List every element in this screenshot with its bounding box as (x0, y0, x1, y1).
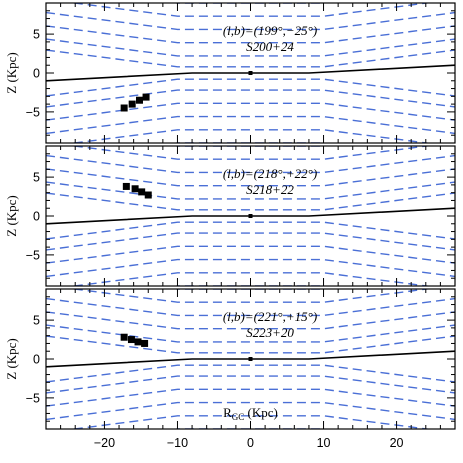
model-contour-line (68, 272, 433, 286)
data-point (138, 188, 146, 196)
x-axis-label-main: R (223, 405, 232, 420)
plot-area (46, 3, 455, 143)
panel-1: 5 0 −5 Z (Kpc) (l,b)=(199°,−25°)S200+24 (4, 2, 456, 144)
y-tick-label: 0 (33, 210, 40, 224)
sun-marker (248, 214, 253, 218)
model-contour-line (46, 89, 455, 108)
model-contour-line (46, 192, 455, 211)
data-point (142, 93, 150, 101)
y-tick-label: 0 (33, 353, 40, 367)
model-contour-line (46, 221, 455, 240)
sun-marker (248, 357, 253, 361)
model-contour-line (46, 102, 455, 121)
x-tick-label: 0 (247, 436, 254, 450)
model-contour-line (46, 375, 455, 394)
model-contour-line (46, 324, 455, 343)
model-contour-line (68, 289, 433, 303)
y-tick-label: −5 (26, 105, 40, 119)
model-contour-line (46, 154, 455, 174)
panel-annotation-field: S200+24 (246, 39, 294, 54)
model-contour-line (46, 181, 455, 200)
data-point (144, 191, 152, 199)
model-contour-line (46, 388, 455, 407)
x-tick-label: −20 (94, 436, 115, 450)
panel-annotation-field: S223+20 (246, 325, 294, 340)
y-tick-label: 5 (33, 28, 40, 42)
data-point (122, 182, 130, 190)
y-axis-label: Z (Kpc) (4, 195, 19, 237)
data-point (127, 336, 135, 344)
plot-area (46, 289, 455, 429)
model-contour-line (46, 11, 455, 31)
model-contour-line (46, 258, 455, 278)
panel-annotation-coords: (l,b)=(199°,−25°) (223, 23, 317, 38)
y-tick-label: 5 (33, 314, 40, 328)
model-contour-line (68, 415, 433, 429)
model-contour-line (46, 232, 455, 251)
model-contour-line (46, 168, 455, 187)
model-contour-line (46, 335, 455, 354)
model-contour-line (46, 245, 455, 264)
y-tick-label: −5 (26, 248, 40, 262)
model-contour-line (46, 49, 455, 68)
x-axis-label-sub: GC (232, 412, 245, 422)
panel-2: 5 0 −5 Z (Kpc) (l,b)=(218°,+22°)S218+22 (4, 145, 456, 287)
model-contour-line (46, 297, 455, 317)
x-axis-label-unit: (Kpc) (244, 405, 278, 420)
model-contour-line (46, 25, 455, 44)
model-contour-line (68, 3, 433, 17)
y-axis-label: Z (Kpc) (4, 338, 19, 380)
data-point (134, 338, 142, 346)
x-tick-label: 10 (317, 436, 331, 450)
y-tick-label: 0 (33, 67, 40, 81)
panel-annotation-field: S218+22 (246, 182, 294, 197)
panel-3: 5 0 −5 Z (Kpc) (l,b)=(221°,+15°)S223+20 −20 −1… (4, 288, 456, 450)
model-contour-line (46, 311, 455, 330)
model-contour-line (46, 38, 455, 57)
x-tick-label: 20 (390, 436, 404, 450)
model-contour-line (46, 115, 455, 135)
plot-area (46, 146, 455, 286)
data-point (131, 185, 139, 193)
model-contour-line (46, 401, 455, 421)
model-contour-line (68, 146, 433, 160)
y-axis-label: Z (Kpc) (4, 52, 19, 94)
model-contour-line (68, 129, 433, 143)
data-point (120, 333, 128, 341)
model-contour-line (46, 78, 455, 97)
y-tick-label: −5 (26, 391, 40, 405)
model-contour-line (46, 364, 455, 383)
panel-annotation-coords: (l,b)=(221°,+15°) (223, 309, 317, 324)
data-point (120, 104, 128, 112)
data-point (135, 96, 143, 104)
sun-marker (248, 71, 253, 75)
x-tick-label: −10 (167, 436, 188, 450)
data-point (141, 339, 149, 347)
x-axis-label: RGC (Kpc) (223, 405, 278, 422)
y-tick-label: 5 (33, 171, 40, 185)
panel-annotation-coords: (l,b)=(218°,+22°) (223, 166, 317, 181)
data-point (128, 100, 136, 108)
